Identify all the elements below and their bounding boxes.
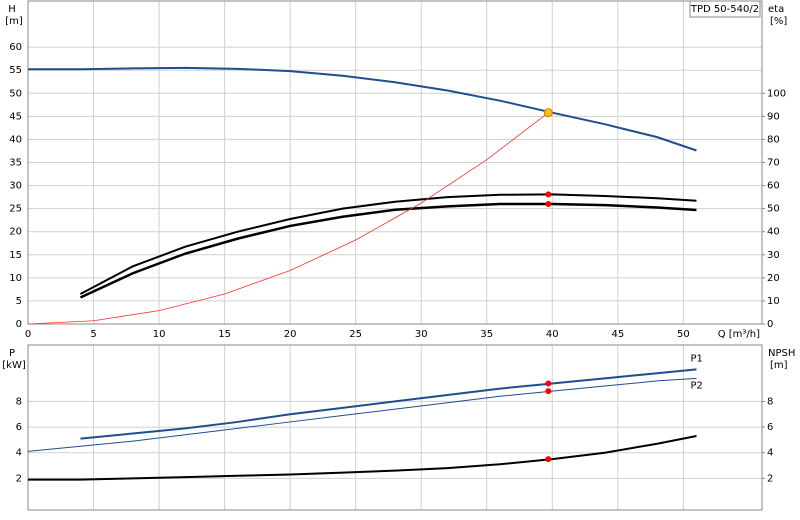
y-tick-label: 30: [9, 181, 22, 192]
x-tick-label: 15: [218, 329, 231, 340]
y2-tick-label: 4: [767, 448, 773, 459]
operating-point: [545, 191, 552, 198]
y-tick-label: 4: [16, 448, 22, 459]
x-tick-label: 20: [284, 329, 297, 340]
y-tick-label: 50: [9, 88, 22, 99]
y2-tick-label: 0: [767, 319, 773, 330]
y-tick-label: 20: [9, 227, 22, 238]
operating-point: [543, 108, 553, 118]
y-tick-label: 8: [16, 396, 22, 407]
curve: [27, 377, 697, 452]
plot-frame: [27, 0, 763, 325]
curve: [27, 112, 549, 325]
y2-tick-label: 2: [767, 473, 773, 484]
x-tick-label: 10: [153, 329, 166, 340]
y2-axis-unit: [%]: [770, 16, 787, 27]
y-tick-label: 2: [16, 473, 22, 484]
curve: [28, 435, 697, 481]
y-tick-label: 40: [9, 134, 22, 145]
y-tick-label: 5: [16, 296, 22, 307]
curve: [28, 66, 697, 152]
y2-axis-unit: [m]: [770, 360, 788, 371]
operating-point: [545, 201, 552, 208]
y2-tick-label: 50: [767, 204, 780, 215]
label-box: [689, 0, 761, 18]
y-tick-label: 35: [9, 158, 22, 169]
curve: [79, 193, 697, 295]
y2-tick-label: 6: [767, 422, 773, 433]
operating-point: [545, 380, 552, 387]
curve: [80, 368, 697, 440]
y2-tick-label: 80: [767, 134, 780, 145]
y2-axis-label: eta: [768, 4, 784, 15]
y2-tick-label: 100: [767, 88, 786, 99]
curve: [79, 202, 697, 299]
y2-tick-label: 90: [767, 111, 780, 122]
y2-tick-label: 70: [767, 158, 780, 169]
x-tick-label: 25: [349, 329, 362, 340]
label-box-text: TPD 50-540/2: [690, 4, 759, 15]
y2-axis-label: NPSH: [768, 348, 795, 359]
x-tick-label: 40: [546, 329, 559, 340]
y2-tick-label: 60: [767, 181, 780, 192]
y2-tick-label: 8: [767, 396, 773, 407]
x-tick-label: 0: [25, 329, 31, 340]
y-axis-unit: [m]: [5, 16, 23, 27]
y-tick-label: 60: [9, 42, 22, 53]
y-axis-label: H: [8, 4, 16, 15]
x-tick-label: 50: [677, 329, 690, 340]
x-tick-label: 35: [480, 329, 493, 340]
y-tick-label: 15: [9, 250, 22, 261]
y-tick-label: 45: [9, 111, 22, 122]
y-tick-label: 0: [16, 319, 22, 330]
y-tick-label: 25: [9, 204, 22, 215]
y2-tick-label: 30: [767, 250, 780, 261]
y-tick-label: 6: [16, 422, 22, 433]
y2-tick-label: 10: [767, 296, 780, 307]
x-tick-label: 45: [611, 329, 624, 340]
x-axis-label: Q [m³/h]: [718, 329, 760, 340]
y2-tick-label: 40: [767, 227, 780, 238]
y-tick-label: 55: [9, 65, 22, 76]
y-tick-label: 10: [9, 273, 22, 284]
operating-point: [545, 388, 552, 395]
plot-frame: [27, 344, 763, 511]
legend-label: P2: [690, 380, 702, 391]
y-axis-unit: [kW]: [2, 360, 26, 371]
y-axis-label: P: [9, 348, 15, 359]
x-tick-label: 5: [90, 329, 96, 340]
operating-point: [545, 456, 552, 463]
x-tick-label: 30: [415, 329, 428, 340]
y2-tick-label: 20: [767, 273, 780, 284]
legend-label: P1: [690, 353, 702, 364]
